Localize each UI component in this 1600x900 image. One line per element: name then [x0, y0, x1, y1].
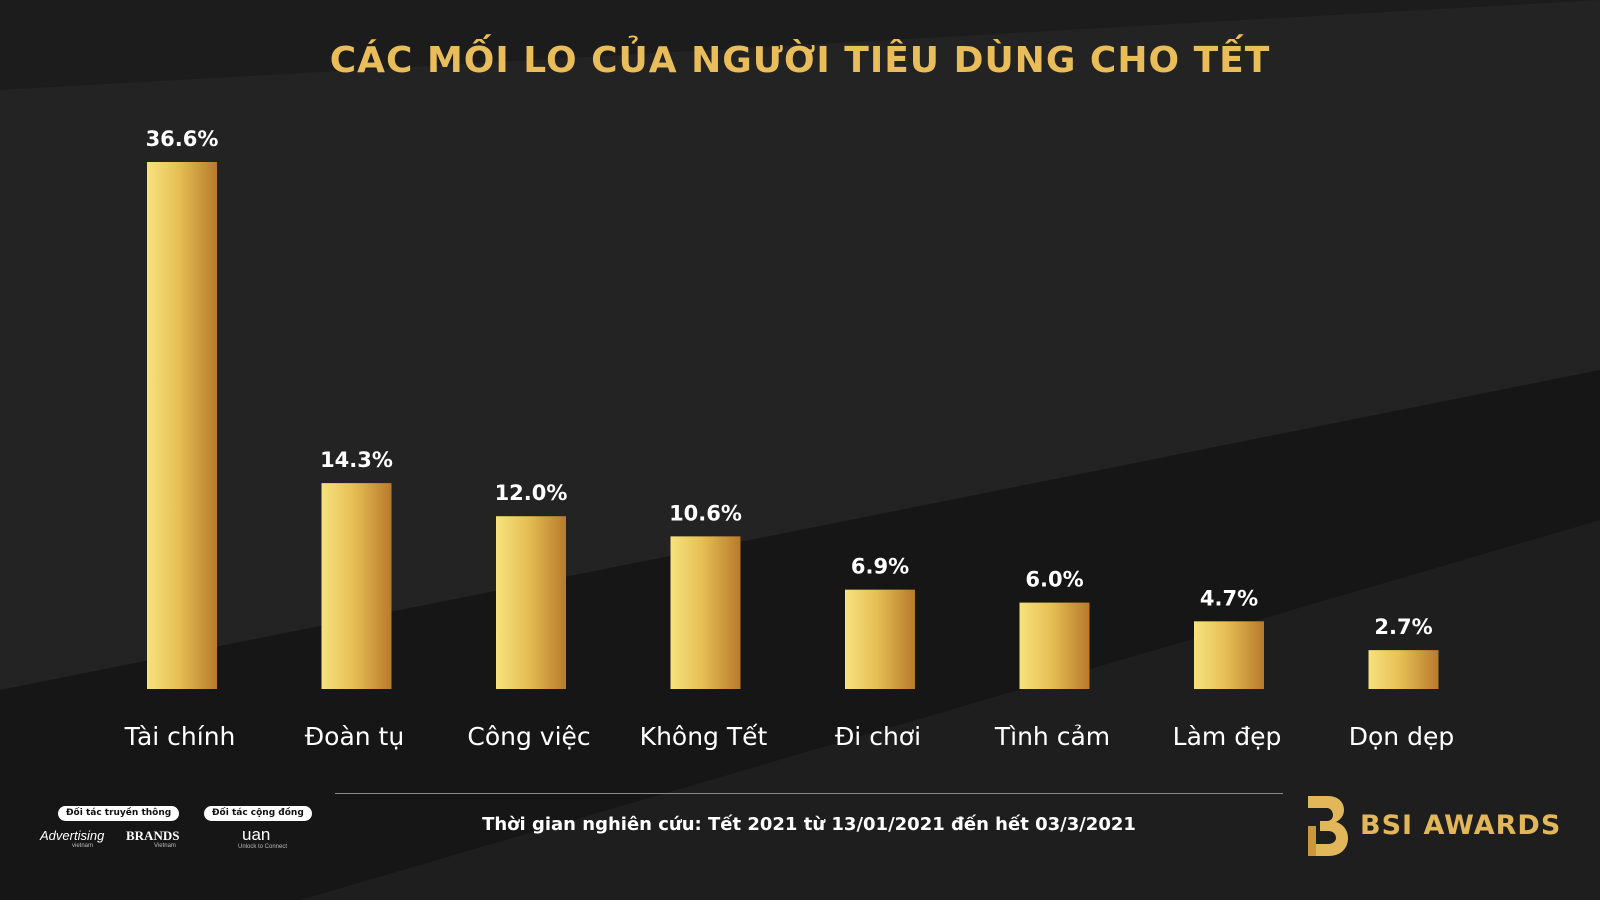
chart-title: CÁC MỐI LO CỦA NGƯỜI TIÊU DÙNG CHO TẾT	[329, 40, 1271, 81]
data-label-5: 6.9%	[851, 555, 909, 579]
data-label-3: 12.0%	[495, 481, 568, 505]
brand-name: BSI AWARDS	[1360, 810, 1562, 841]
partners-block: Đối tác truyền thông Đối tác cộng đồng A…	[36, 806, 336, 862]
data-label-6: 6.0%	[1025, 568, 1083, 592]
research-period-note: Thời gian nghiên cứu: Tết 2021 từ 13/01/…	[482, 814, 1136, 835]
media-partner-label: Đối tác truyền thông	[58, 806, 180, 821]
bar-1	[147, 162, 217, 689]
bar-5	[845, 589, 915, 689]
bar-3	[496, 516, 566, 689]
advertising-vietnam-logo: Advertising	[40, 828, 105, 843]
category-label-5: Đi chơi	[835, 722, 921, 751]
category-label-2: Đoàn tụ	[305, 722, 404, 751]
data-label-4: 10.6%	[669, 501, 742, 525]
category-label-3: Công việc	[467, 722, 590, 751]
advertising-vietnam-sub: vietnam	[72, 843, 94, 849]
bsi-logo-icon	[1308, 796, 1348, 856]
footer-divider	[335, 793, 1283, 794]
data-label-1: 36.6%	[146, 127, 219, 151]
category-label-4: Không Tết	[640, 722, 768, 751]
uan-sub: Unlock to Connect	[238, 844, 288, 850]
data-label-8: 2.7%	[1374, 615, 1432, 639]
category-label-8: Dọn dẹp	[1349, 722, 1454, 751]
bar-2	[321, 483, 392, 689]
data-label-2: 14.3%	[320, 448, 393, 472]
bar-7	[1194, 621, 1264, 689]
brands-vietnam-sub: Vietnam	[154, 843, 176, 849]
bar-6	[1019, 602, 1090, 689]
uan-logo: uan	[242, 825, 271, 844]
community-partner-label: Đối tác cộng đồng	[204, 806, 312, 821]
data-label-7: 4.7%	[1200, 586, 1258, 610]
bar-4	[670, 536, 741, 689]
category-label-7: Làm đẹp	[1173, 722, 1282, 751]
category-label-6: Tình cảm	[994, 722, 1110, 751]
brands-vietnam-logo: BRANDS	[126, 828, 180, 843]
bsi-awards-brand: BSI AWARDS	[1302, 792, 1582, 860]
bar-8	[1368, 650, 1439, 689]
category-label-1: Tài chính	[124, 722, 236, 751]
